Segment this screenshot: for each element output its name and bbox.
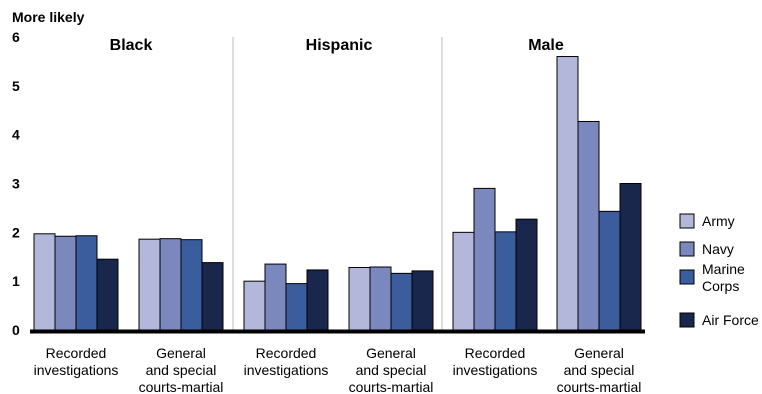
y-axis-label: More likely (12, 9, 85, 25)
category-label: General and special courts-martial (349, 345, 434, 394)
y-tick-label: 5 (12, 78, 20, 94)
legend-swatch (679, 269, 695, 285)
y-tick-label: 1 (12, 273, 20, 289)
bar (264, 263, 287, 331)
panel-title: Black (110, 37, 153, 54)
y-tick-label: 3 (12, 176, 20, 192)
bar (201, 262, 224, 331)
bar (619, 183, 642, 331)
category-label: General and special courts-martial (139, 345, 224, 394)
bar (54, 235, 77, 331)
category-label: Recorded investigations (453, 345, 538, 378)
y-tick-label: 2 (12, 224, 20, 240)
category-label: Recorded investigations (244, 345, 329, 378)
bar (138, 238, 161, 331)
bar (96, 258, 119, 331)
category-label: General and special courts-martial (557, 345, 642, 394)
bar (306, 269, 329, 331)
bar (411, 270, 434, 331)
bar (180, 239, 203, 331)
bar (369, 266, 392, 331)
bars (33, 56, 642, 331)
bar (243, 280, 266, 331)
bar (159, 238, 182, 331)
bar (390, 272, 413, 331)
bar (598, 210, 621, 331)
bar (452, 231, 475, 331)
bar (494, 231, 517, 331)
legend-swatch (679, 241, 695, 257)
y-ticks: 0 1 2 3 4 5 6 (12, 29, 20, 338)
bar (473, 187, 496, 331)
y-tick-label: 4 (12, 127, 20, 143)
bar (348, 266, 371, 331)
bar (556, 56, 579, 331)
legend-swatch (679, 213, 695, 229)
bar (75, 235, 98, 331)
panel-title: Male (528, 37, 564, 54)
legend-label: Marine Corps (702, 261, 745, 294)
panel-title: Hispanic (306, 37, 373, 54)
legend-label: Army (702, 213, 735, 229)
category-labels: Recorded investigations General and special… (34, 345, 642, 394)
legend: Army Navy Marine Corps Air Force (679, 213, 759, 328)
bar (285, 283, 308, 331)
legend-label: Navy (702, 241, 734, 257)
bar (515, 218, 538, 331)
category-label: Recorded investigations (34, 345, 119, 378)
bar (33, 233, 56, 331)
panel-separators (232, 37, 443, 330)
legend-swatch (679, 312, 695, 328)
panel-titles: Black Hispanic Male (110, 37, 564, 54)
y-tick-label: 6 (12, 29, 20, 45)
y-tick-label: 0 (12, 322, 20, 338)
bar (577, 120, 600, 331)
legend-label: Air Force (702, 312, 759, 328)
